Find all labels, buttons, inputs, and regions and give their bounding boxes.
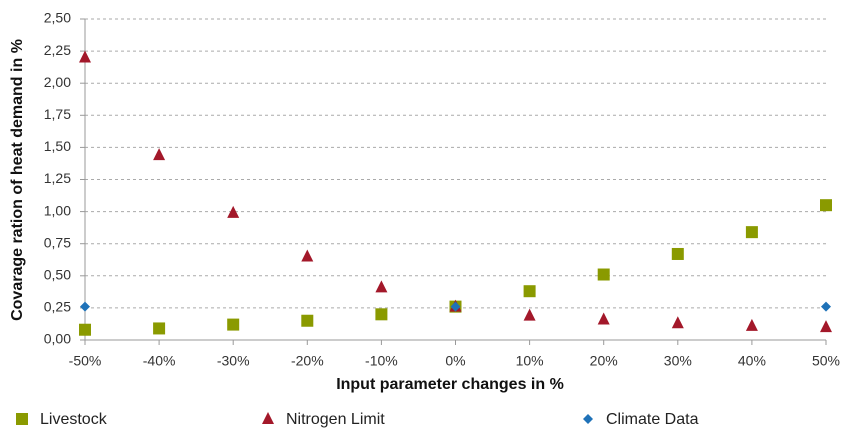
x-tick-label: 0% <box>445 353 465 369</box>
point <box>820 320 832 333</box>
legend-label: Climate Data <box>606 411 699 428</box>
y-tick-label: 2,00 <box>44 74 71 90</box>
x-tick-label: 10% <box>516 353 544 369</box>
y-tick-label: 2,50 <box>44 10 71 26</box>
x-tick-label: -10% <box>365 353 398 369</box>
x-tick-label: -40% <box>143 353 176 369</box>
point <box>523 308 536 321</box>
point <box>301 314 314 327</box>
legend-marker <box>262 412 274 424</box>
point <box>227 318 240 331</box>
legend-label: Livestock <box>40 411 108 428</box>
y-tick-label: 1,25 <box>44 170 71 186</box>
x-tick-label: -20% <box>291 353 324 369</box>
x-tick-label: 20% <box>590 353 618 369</box>
point <box>671 247 684 260</box>
point <box>450 301 461 312</box>
point <box>79 323 91 336</box>
point <box>820 199 832 212</box>
point <box>375 280 388 293</box>
point <box>671 316 684 329</box>
point <box>80 301 90 312</box>
x-tick-label: -30% <box>217 353 250 369</box>
x-tick-label: 30% <box>664 353 692 369</box>
y-tick-label: 0,75 <box>44 234 71 250</box>
point <box>301 249 314 262</box>
point <box>375 308 388 321</box>
x-axis-label: Input parameter changes in % <box>336 376 564 393</box>
point <box>821 301 831 312</box>
point <box>523 285 536 298</box>
y-axis-label: Covarage ration of heat demand in % <box>9 39 26 321</box>
legend-marker <box>583 414 593 424</box>
y-tick-label: 0,50 <box>44 267 71 283</box>
point <box>153 322 166 335</box>
point <box>745 318 758 331</box>
point <box>153 148 166 161</box>
x-tick-label: 40% <box>738 353 766 369</box>
x-tick-label: -50% <box>69 353 102 369</box>
point <box>745 226 758 239</box>
y-tick-label: 0,00 <box>44 331 71 347</box>
point <box>227 205 240 218</box>
y-tick-label: 1,00 <box>44 202 71 218</box>
x-tick-label: 50% <box>812 353 840 369</box>
point <box>597 268 610 281</box>
legend-marker <box>16 413 28 425</box>
y-tick-label: 1,75 <box>44 106 71 122</box>
point <box>597 312 610 325</box>
point <box>79 50 91 63</box>
y-tick-label: 0,25 <box>44 299 71 315</box>
legend-label: Nitrogen Limit <box>286 411 385 428</box>
y-tick-label: 2,25 <box>44 42 71 58</box>
y-tick-label: 1,50 <box>44 138 71 154</box>
